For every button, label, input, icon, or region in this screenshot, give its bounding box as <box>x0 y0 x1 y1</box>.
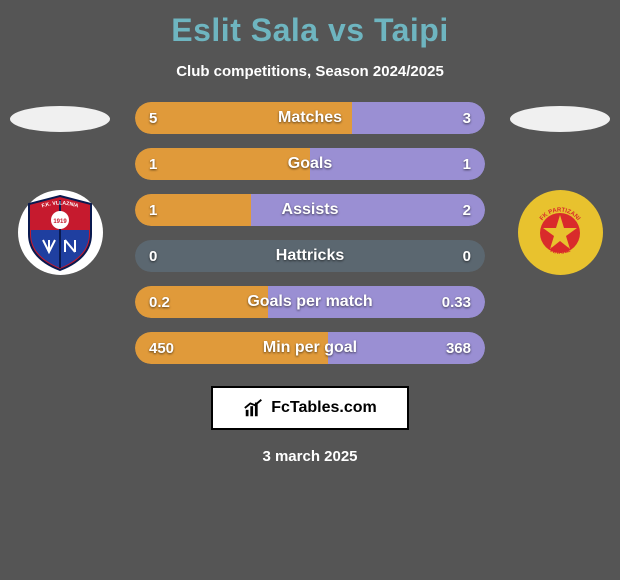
stat-value-left: 5 <box>149 110 157 127</box>
attribution-box: FcTables.com <box>211 386 409 430</box>
date: 3 march 2025 <box>0 448 620 465</box>
svg-text:1919: 1919 <box>53 219 67 225</box>
stat-value-right: 3 <box>463 110 471 127</box>
stat-label: Assists <box>282 201 339 219</box>
page-title: Eslit Sala vs Taipi <box>0 0 620 49</box>
attribution-text: FcTables.com <box>271 399 377 417</box>
subtitle: Club competitions, Season 2024/2025 <box>0 63 620 80</box>
stat-label: Goals per match <box>247 293 372 311</box>
stat-value-left: 1 <box>149 156 157 173</box>
club-badge-right: FK PARTIZANI TIRANE <box>518 190 603 275</box>
star-badge-icon: FK PARTIZANI TIRANE <box>530 203 590 263</box>
avatar-left <box>10 106 110 132</box>
stat-value-right: 368 <box>446 340 471 357</box>
stat-row: 0 Hattricks 0 <box>135 240 485 272</box>
chart-icon <box>243 397 265 419</box>
stat-row: 1 Assists 2 <box>135 194 485 226</box>
stat-label: Hattricks <box>276 247 344 265</box>
stat-row: 1 Goals 1 <box>135 148 485 180</box>
stat-value-left: 450 <box>149 340 174 357</box>
avatar-right <box>510 106 610 132</box>
stat-label: Matches <box>278 109 342 127</box>
stats-column: 5 Matches 3 1 Goals 1 1 Assists 2 0 Hattricks 0 0.2 G… <box>135 102 485 364</box>
stat-value-right: 2 <box>463 202 471 219</box>
comparison-main: 1919 F.K. VLLAZNIA 5 Matches 3 1 Goals 1 1 Assi… <box>0 102 620 364</box>
stat-value-left: 0 <box>149 248 157 265</box>
player-left: 1919 F.K. VLLAZNIA <box>5 102 115 275</box>
player-right: FK PARTIZANI TIRANE <box>505 102 615 275</box>
stat-label: Min per goal <box>263 339 357 357</box>
stat-value-left: 0.2 <box>149 294 170 311</box>
stat-label: Goals <box>288 155 332 173</box>
club-badge-left: 1919 F.K. VLLAZNIA <box>18 190 103 275</box>
stat-row: 450 Min per goal 368 <box>135 332 485 364</box>
stat-value-left: 1 <box>149 202 157 219</box>
stat-value-right: 0.33 <box>442 294 471 311</box>
stat-value-right: 0 <box>463 248 471 265</box>
stat-row: 0.2 Goals per match 0.33 <box>135 286 485 318</box>
stat-value-right: 1 <box>463 156 471 173</box>
shield-icon: 1919 F.K. VLLAZNIA <box>25 194 95 272</box>
stat-row: 5 Matches 3 <box>135 102 485 134</box>
